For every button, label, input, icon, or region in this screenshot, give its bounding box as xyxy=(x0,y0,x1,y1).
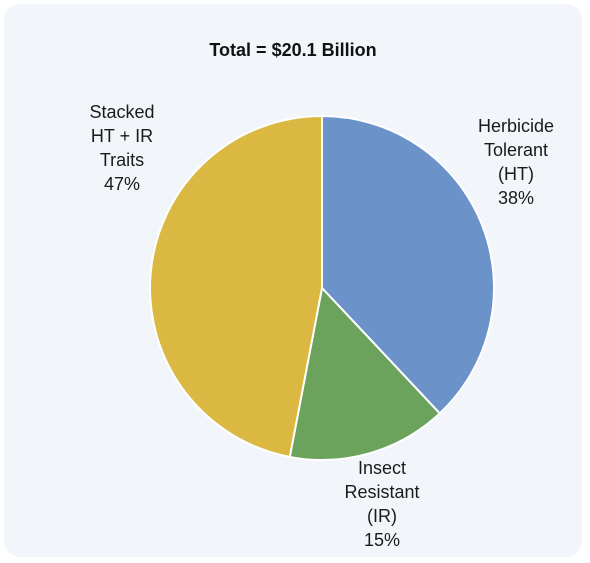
chart-frame: Total = $20.1 Billion Stacked HT + IR Tr… xyxy=(4,4,582,557)
chart-title: Total = $20.1 Billion xyxy=(209,40,377,60)
slice-label-insect-resistant: Insect Resistant (IR) 15% xyxy=(322,456,442,552)
slice-label-line: Tolerant xyxy=(483,140,549,160)
slice-label-percent: 15% xyxy=(363,530,401,550)
slice-label-percent: 47% xyxy=(103,174,141,194)
pie-slices xyxy=(149,115,495,461)
slice-label-line: HT + IR xyxy=(90,126,154,146)
pie-slice-insect-resistant xyxy=(288,287,441,461)
slice-label-line: Insect xyxy=(357,458,407,478)
slice-label-line: (HT) xyxy=(498,164,534,184)
pie-chart xyxy=(149,115,495,461)
slice-label-line: Stacked xyxy=(89,102,155,122)
slice-label-percent: 38% xyxy=(497,188,535,208)
slice-label-line: Traits xyxy=(99,150,145,170)
slice-label-stacked: Stacked HT + IR Traits 47% xyxy=(62,100,182,196)
slice-label-herbicide-tolerant: Herbicide Tolerant (HT) 38% xyxy=(456,114,576,210)
slice-label-line: (IR) xyxy=(367,506,397,526)
pie-slice-stacked xyxy=(149,115,323,458)
pie-slice-herbicide-tolerant xyxy=(321,115,495,415)
slice-label-line: Herbicide xyxy=(477,116,555,136)
slice-label-line: Resistant xyxy=(344,482,420,502)
